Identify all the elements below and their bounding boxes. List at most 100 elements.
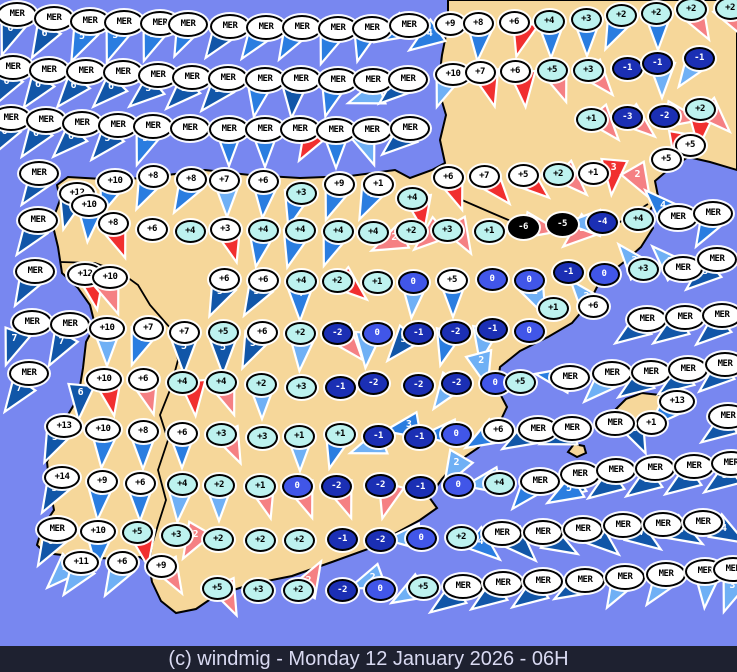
temperature-ellipse: +4: [483, 471, 515, 495]
temperature-ellipse: +9: [434, 12, 466, 36]
sea-station-ellipse: MER: [168, 11, 208, 37]
sea-station-ellipse: MER: [245, 116, 285, 142]
temperature-ellipse: +5: [436, 268, 468, 292]
sea-station-ellipse: MER: [658, 204, 698, 230]
temperature-ellipse: +3: [242, 578, 274, 602]
sea-station-ellipse: MER: [665, 304, 705, 330]
temperature-ellipse: +2: [675, 0, 707, 21]
temperature-ellipse: -2: [402, 373, 434, 397]
temperature-ellipse: +1: [537, 296, 569, 320]
temperature-ellipse: +3: [209, 217, 241, 241]
temperature-ellipse: +3: [160, 523, 192, 547]
wind-speed-label: 5: [219, 342, 227, 353]
temperature-ellipse: +13: [659, 389, 695, 413]
temperature-ellipse: -1: [683, 46, 715, 70]
temperature-ellipse: +6: [166, 421, 198, 445]
wind-speed-label: 2: [453, 456, 460, 468]
temperature-ellipse: +7: [132, 316, 164, 340]
sea-station-ellipse: MER: [668, 356, 708, 382]
temperature-ellipse: +3: [570, 7, 602, 31]
temperature-ellipse: +2: [445, 525, 477, 549]
sea-station-ellipse: MER: [62, 110, 102, 136]
temperature-ellipse: 0: [476, 267, 508, 291]
temperature-ellipse: 0: [364, 577, 396, 601]
sea-station-ellipse: MER: [12, 309, 52, 335]
sea-station-ellipse: MER: [318, 15, 358, 41]
sea-station-ellipse: MER: [389, 12, 429, 38]
temperature-ellipse: +2: [245, 372, 277, 396]
sea-station-ellipse: MER: [482, 520, 522, 546]
temperature-ellipse: +2: [395, 219, 427, 243]
sea-station-ellipse: MER: [9, 360, 49, 386]
temperature-ellipse: +10: [80, 519, 116, 543]
sea-station-ellipse: MER: [210, 13, 250, 39]
temperature-ellipse: -2: [357, 371, 389, 395]
sea-station-ellipse: MER: [595, 410, 635, 436]
temperature-ellipse: +3: [431, 218, 463, 242]
temperature-ellipse: +10: [86, 367, 122, 391]
temperature-ellipse: 0: [440, 422, 472, 446]
temperature-ellipse: -1: [324, 375, 356, 399]
temperature-ellipse: +1: [362, 172, 394, 196]
sea-station-ellipse: MER: [280, 116, 320, 142]
temperature-ellipse: +1: [324, 422, 356, 446]
sea-station-ellipse: MER: [172, 64, 212, 90]
temperature-ellipse: -4: [586, 210, 618, 234]
wind-speed-label: 4: [720, 522, 727, 534]
temperature-ellipse: +8: [97, 211, 129, 235]
temperature-ellipse: +4: [166, 370, 198, 394]
temperature-ellipse: +2: [202, 527, 234, 551]
temperature-ellipse: +9: [323, 172, 355, 196]
temperature-ellipse: -1: [611, 56, 643, 80]
wind-speed-label: 5: [566, 482, 573, 494]
sea-station-ellipse: MER: [282, 14, 322, 40]
temperature-ellipse: +2: [640, 1, 672, 25]
temperature-ellipse: +5: [121, 520, 153, 544]
temperature-ellipse: -5: [546, 212, 578, 236]
wind-speed-label: 4: [100, 435, 107, 447]
temperature-ellipse: -2: [320, 474, 352, 498]
wind-speed-label: 6: [41, 27, 48, 39]
temperature-ellipse: +1: [244, 474, 276, 498]
wind-speed-label: 6: [35, 79, 42, 91]
sea-station-ellipse: MER: [443, 573, 483, 599]
wind-speed-label: 2: [478, 355, 485, 367]
temperature-ellipse: -1: [402, 321, 434, 345]
temperature-ellipse: +5: [674, 133, 706, 157]
temperature-ellipse: +8: [127, 419, 159, 443]
temperature-ellipse: +7: [208, 168, 240, 192]
temperature-ellipse: -2: [648, 104, 680, 128]
wind-speed-label: 5: [253, 285, 260, 297]
temperature-ellipse: +5: [507, 163, 539, 187]
sea-station-ellipse: MER: [170, 115, 210, 141]
temperature-ellipse: -2: [440, 371, 472, 395]
temperature-ellipse: +6: [577, 294, 609, 318]
sea-station-ellipse: MER: [245, 66, 285, 92]
temperature-ellipse: -1: [403, 425, 435, 449]
sea-station-ellipse: MER: [0, 1, 37, 27]
sea-station-ellipse: MER: [353, 67, 393, 93]
temperature-ellipse: 0: [397, 270, 429, 294]
sea-station-ellipse: MER: [103, 59, 143, 85]
wind-speed-label: 5: [78, 30, 85, 42]
temperature-ellipse: +1: [361, 270, 393, 294]
sea-station-ellipse: MER: [50, 311, 90, 337]
temperature-ellipse: +2: [203, 473, 235, 497]
wind-speed-label: 3: [729, 580, 736, 592]
temperature-ellipse: +4: [622, 207, 654, 231]
temperature-ellipse: +3: [246, 425, 278, 449]
sea-station-ellipse: MER: [318, 67, 358, 93]
wind-speed-label: 2: [305, 575, 312, 587]
sea-station-ellipse: MER: [713, 556, 737, 582]
temperature-ellipse: +10: [92, 265, 128, 289]
sea-station-ellipse: MER: [138, 62, 178, 88]
temperature-ellipse: +6: [246, 320, 278, 344]
sea-station-ellipse: MER: [603, 512, 643, 538]
wind-speed-label: 5: [400, 333, 407, 345]
temperature-ellipse: +4: [166, 472, 198, 496]
temperature-ellipse: +11: [63, 550, 99, 574]
wind-speed-label: 4: [659, 199, 666, 211]
sea-station-ellipse: MER: [209, 116, 249, 142]
sea-station-ellipse: MER: [523, 519, 563, 545]
sea-station-ellipse: MER: [18, 207, 58, 233]
